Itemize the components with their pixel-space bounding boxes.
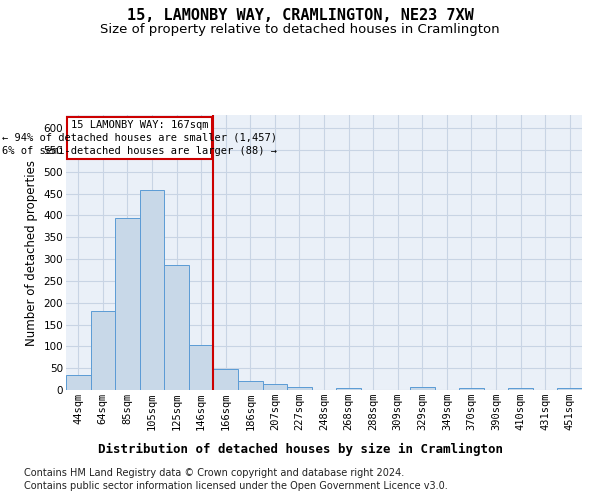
Bar	[238, 382, 263, 390]
Bar	[66, 374, 91, 390]
FancyBboxPatch shape	[67, 117, 212, 158]
Bar	[287, 386, 312, 390]
Bar	[140, 190, 164, 390]
Bar	[459, 388, 484, 390]
Bar	[557, 388, 582, 390]
Y-axis label: Number of detached properties: Number of detached properties	[25, 160, 38, 346]
Bar	[508, 388, 533, 390]
Bar	[91, 310, 115, 390]
Bar	[164, 264, 189, 390]
Text: Contains HM Land Registry data © Crown copyright and database right 2024.: Contains HM Land Registry data © Crown c…	[24, 468, 404, 477]
Text: Distribution of detached houses by size in Cramlington: Distribution of detached houses by size …	[97, 442, 503, 456]
Text: 15, LAMONBY WAY, CRAMLINGTON, NE23 7XW: 15, LAMONBY WAY, CRAMLINGTON, NE23 7XW	[127, 8, 473, 22]
Text: Contains public sector information licensed under the Open Government Licence v3: Contains public sector information licen…	[24, 481, 448, 491]
Text: Size of property relative to detached houses in Cramlington: Size of property relative to detached ho…	[100, 22, 500, 36]
Bar	[214, 369, 238, 390]
Bar	[336, 388, 361, 390]
Text: 15 LAMONBY WAY: 167sqm
← 94% of detached houses are smaller (1,457)
6% of semi-d: 15 LAMONBY WAY: 167sqm ← 94% of detached…	[2, 120, 277, 156]
Bar	[263, 384, 287, 390]
Bar	[189, 345, 214, 390]
Bar	[410, 388, 434, 390]
Bar	[115, 218, 140, 390]
